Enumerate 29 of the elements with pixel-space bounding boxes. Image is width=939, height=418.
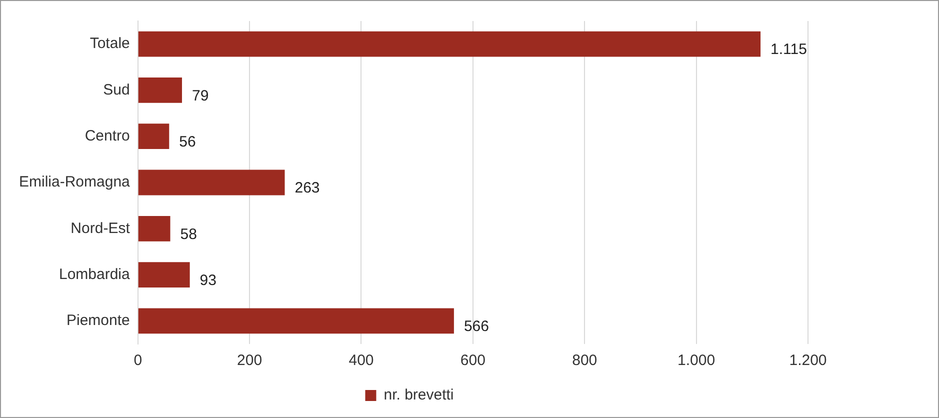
x-tick-label: 1.200 bbox=[789, 352, 827, 370]
bar bbox=[138, 216, 170, 242]
y-tick-label: Totale bbox=[90, 35, 130, 52]
x-tick-label: 200 bbox=[237, 352, 262, 370]
y-tick-label: Sud bbox=[103, 81, 130, 98]
x-tick-label: 1.000 bbox=[678, 352, 716, 370]
y-tick-label: Nord-Est bbox=[70, 220, 131, 237]
bar bbox=[138, 124, 170, 150]
data-label: 263 bbox=[294, 180, 320, 197]
bar bbox=[138, 170, 285, 196]
data-label: 93 bbox=[200, 272, 216, 289]
bar bbox=[138, 31, 761, 57]
x-tick-label: 800 bbox=[572, 352, 598, 370]
x-tick-label: 400 bbox=[348, 352, 374, 370]
data-label: 56 bbox=[179, 134, 196, 150]
data-label: 1.115 bbox=[770, 41, 807, 58]
y-tick-label: Emilia-Romagna bbox=[19, 174, 131, 191]
y-tick-label: Lombardia bbox=[58, 266, 131, 283]
data-label: 566 bbox=[464, 318, 489, 336]
bar bbox=[138, 78, 182, 103]
y-tick-label: Piemonte bbox=[66, 312, 130, 330]
y-tick-label: Centro bbox=[84, 128, 130, 144]
x-tick-label: 600 bbox=[460, 352, 486, 370]
bar bbox=[138, 262, 190, 288]
data-label: 79 bbox=[192, 87, 209, 104]
bar bbox=[138, 308, 454, 334]
legend-label: nr. brevetti bbox=[384, 386, 454, 404]
x-tick-label: 0 bbox=[134, 352, 142, 370]
data-label: 58 bbox=[180, 226, 197, 243]
